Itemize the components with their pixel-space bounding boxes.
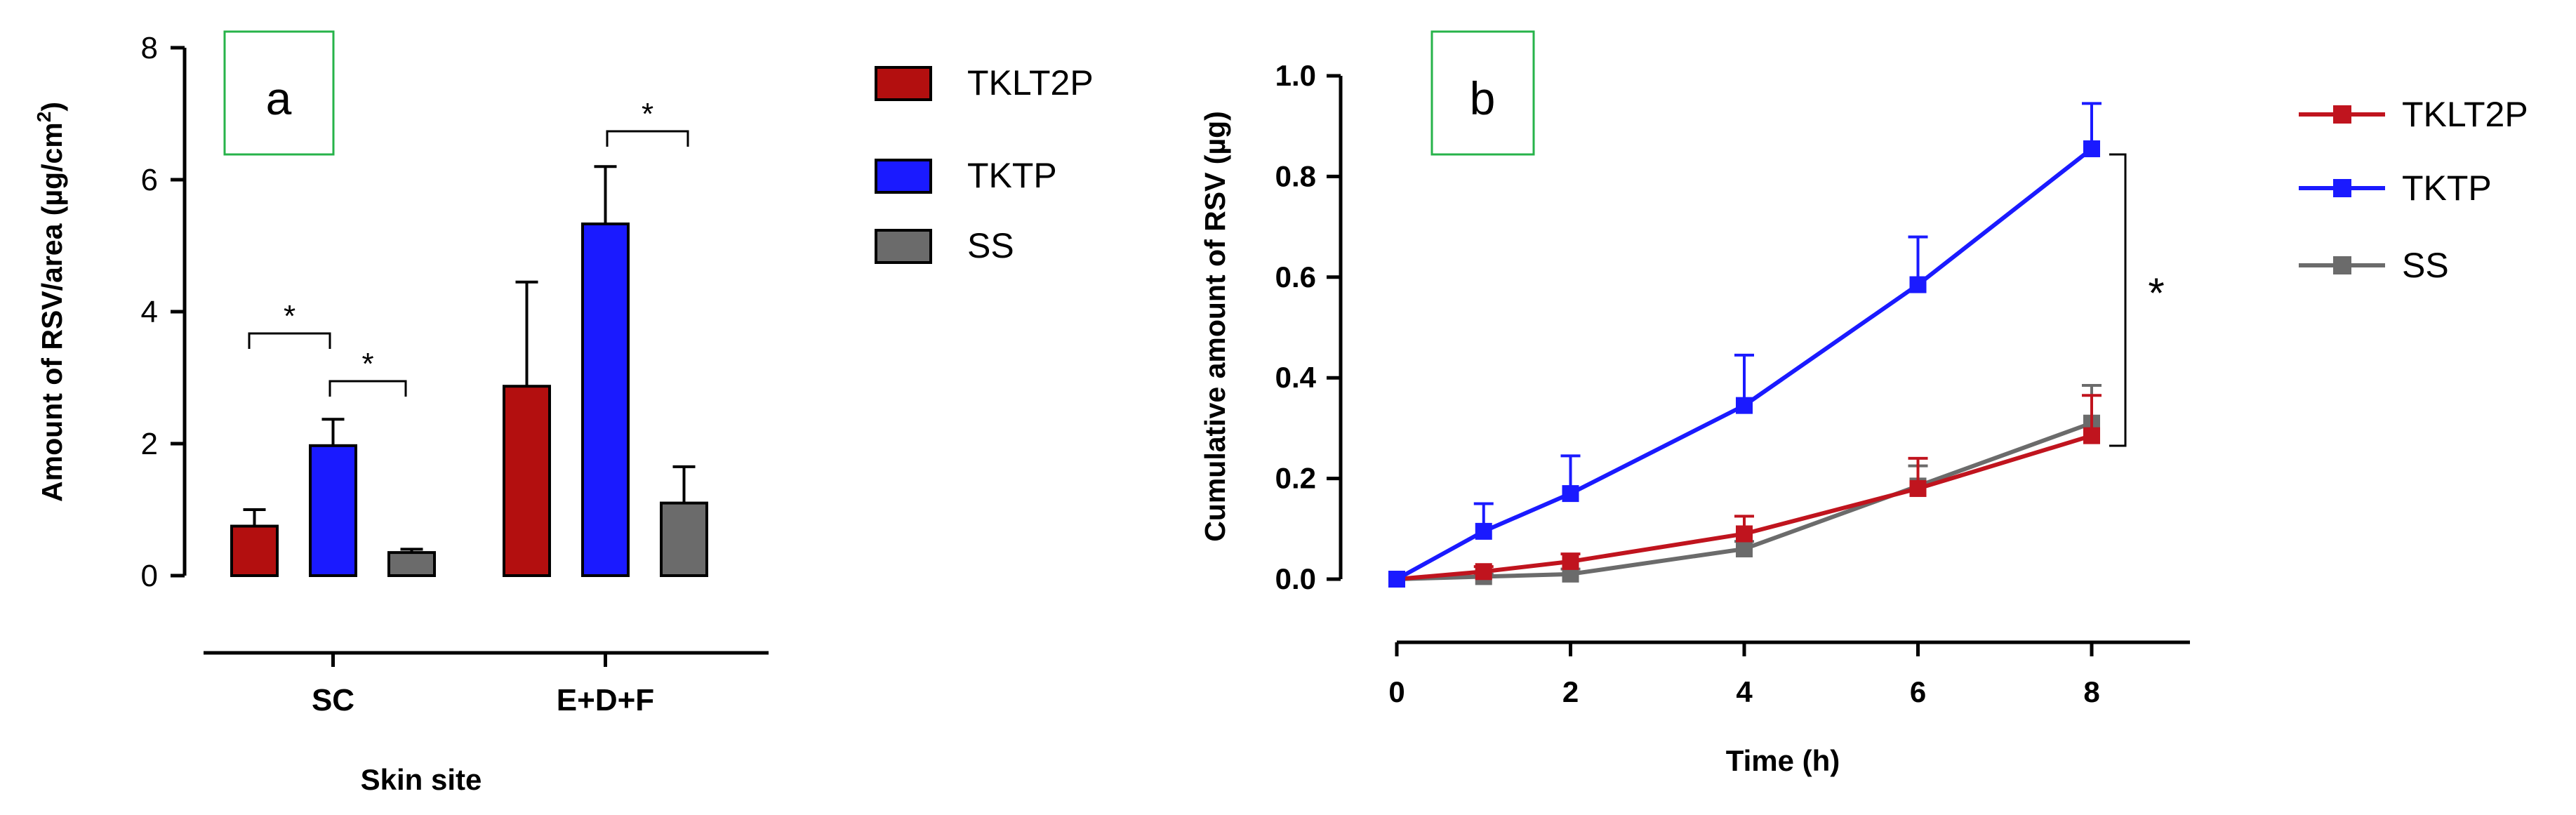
panel-b-marks: 0.0 0.2 0.4 0.6 0.8 1.0 0 2 4 6 8 * TKLT2P TKTP SS bbox=[1275, 59, 2528, 708]
panel-b-point bbox=[1475, 522, 1492, 540]
panel-b-series-line bbox=[1395, 147, 2093, 581]
panel-a-significance-bracket bbox=[328, 380, 407, 397]
panel-b-point bbox=[1736, 540, 1753, 557]
panel-b-series-line bbox=[1396, 420, 2093, 581]
panel-b-x-tick-label: 4 bbox=[1736, 675, 1753, 708]
panel-a-significance-bracket bbox=[248, 332, 331, 349]
panel-a-legend-swatch bbox=[875, 229, 932, 264]
panel-b-point bbox=[2083, 140, 2100, 157]
panel-a-y-axis-label: Amount of RSV/area (µg/cm2) bbox=[33, 102, 68, 502]
panel-a-bar bbox=[309, 444, 357, 577]
panel-a-label-box bbox=[223, 30, 335, 156]
panel-b-point bbox=[1388, 571, 1405, 588]
panel-b-point bbox=[1562, 552, 1579, 570]
panel-b-point bbox=[1562, 485, 1579, 503]
panel-b-y-tick-label: 0.6 bbox=[1275, 260, 1316, 293]
panel-a-legend-swatch bbox=[875, 66, 932, 101]
panel-a-y-tick-label: 4 bbox=[141, 295, 158, 329]
panel-b-y-tick-label: 0.4 bbox=[1275, 361, 1317, 394]
panel-a-x-axis-label: Skin site bbox=[361, 763, 482, 796]
panel-b-y-tick-label: 1.0 bbox=[1275, 59, 1316, 92]
panel-a-bar bbox=[660, 501, 708, 577]
panel-b-legend-label: TKLT2P bbox=[2402, 95, 2528, 134]
panel-a-bar bbox=[387, 551, 436, 577]
panel-b-label-box bbox=[1430, 30, 1535, 156]
panel-b-x-tick-label: 2 bbox=[1562, 675, 1579, 708]
panel-b-series-line bbox=[1396, 433, 2092, 581]
panel-a-y-tick-label: 0 bbox=[141, 559, 158, 593]
panel-b-y-tick-label: 0.2 bbox=[1275, 462, 1316, 495]
panel-b-y-axis-label: Cumulative amount of RSV (µg) bbox=[1199, 111, 1231, 542]
panel-a-legend-label: SS bbox=[967, 226, 1014, 265]
panel-a-y-tick-label: 8 bbox=[141, 31, 158, 65]
panel-a-significance-bracket bbox=[606, 130, 689, 147]
panel-b-legend-marker bbox=[2333, 105, 2351, 124]
panel-a-bar bbox=[503, 385, 551, 577]
panel-b-legend-label: SS bbox=[2402, 246, 2449, 285]
panel-b-legend-marker bbox=[2333, 179, 2351, 197]
panel-b-y-tick-label: 0.0 bbox=[1275, 562, 1316, 595]
panel-b-x-tick-label: 8 bbox=[2083, 675, 2099, 708]
panel-b-significance-star: * bbox=[2148, 270, 2164, 317]
panel-a-x-tick-label: SC bbox=[312, 683, 354, 717]
panel-b-label: b bbox=[1470, 72, 1496, 124]
panel-a: 0 2 4 6 8 SC E+D+F * * * TKLT2P TKTP SS a Amount of … bbox=[33, 30, 1094, 796]
panel-a-x-tick-label: E+D+F bbox=[557, 683, 654, 717]
panel-b-point bbox=[2083, 427, 2100, 444]
panel-a-significance-star: * bbox=[284, 299, 296, 333]
panel-a-y-axis-label-main: Amount of RSV/area (µg/cm bbox=[36, 122, 68, 502]
panel-a-y-tick-label: 2 bbox=[141, 427, 158, 461]
panel-b-significance-bracket bbox=[2109, 153, 2127, 447]
panel-a-y-tick-label: 6 bbox=[141, 163, 158, 197]
panel-a-legend-label: TKLT2P bbox=[967, 63, 1094, 102]
panel-a-label: a bbox=[266, 72, 292, 124]
panel-a-bar bbox=[581, 222, 630, 577]
panel-a-bar bbox=[230, 524, 279, 577]
panel-b-legend-label: TKTP bbox=[2402, 168, 2492, 208]
panel-a-y-axis-label-sup: 2 bbox=[33, 112, 55, 123]
panel-b-x-tick-label: 0 bbox=[1388, 675, 1405, 708]
panel-b-point bbox=[1475, 563, 1492, 581]
panel-a-y-axis-label-end: ) bbox=[36, 102, 68, 112]
panel-b-x-tick-label: 6 bbox=[1910, 675, 1926, 708]
panel-b-point bbox=[1736, 397, 1753, 414]
panel-a-marks: 0 2 4 6 8 SC E+D+F * * * TKLT2P TKTP SS bbox=[141, 31, 1094, 717]
panel-b-point bbox=[1909, 479, 1927, 497]
panel-a-significance-star: * bbox=[361, 347, 373, 381]
panel-b: 0.0 0.2 0.4 0.6 0.8 1.0 0 2 4 6 8 * TKLT2P TKTP SS b C… bbox=[1199, 30, 2528, 777]
panel-b-x-axis-label: Time (h) bbox=[1726, 744, 1840, 777]
panel-a-legend-swatch bbox=[875, 159, 932, 194]
panel-a-legend-label: TKTP bbox=[967, 156, 1057, 195]
panel-b-y-tick-label: 0.8 bbox=[1275, 159, 1316, 192]
panel-b-point bbox=[1909, 276, 1927, 293]
panel-a-significance-star: * bbox=[642, 97, 653, 131]
panel-b-point bbox=[1736, 525, 1753, 543]
panel-b-legend-marker bbox=[2333, 256, 2351, 274]
